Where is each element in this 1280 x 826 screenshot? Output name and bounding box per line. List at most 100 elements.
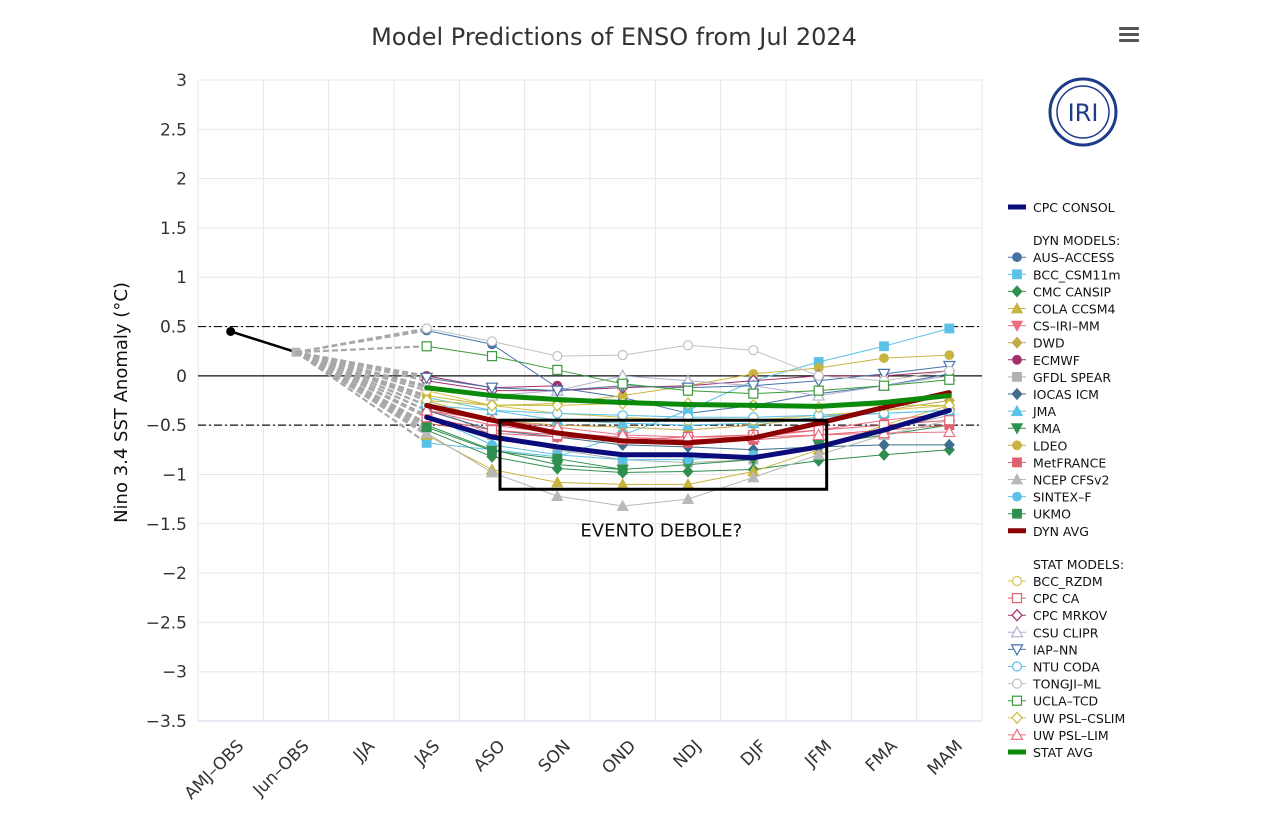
obs-point bbox=[226, 326, 236, 336]
y-tick-label: −2 bbox=[162, 564, 187, 584]
point-ukmo bbox=[617, 464, 628, 475]
connector-ukmo bbox=[295, 351, 428, 429]
point-tongji-ml bbox=[552, 351, 563, 362]
legend-label-cola-ccsm4: COLA CCSM4 bbox=[1033, 302, 1116, 317]
legend-marker-bcc-rzdm bbox=[1011, 575, 1023, 587]
legend-label-ncep-cfsv2: NCEP CFSv2 bbox=[1033, 473, 1109, 488]
legend-marker-bcc-csm11m bbox=[1012, 269, 1022, 280]
y-tick-label: −2.5 bbox=[146, 613, 187, 633]
y-tick-label: −3 bbox=[162, 663, 187, 683]
legend-label-bcc-rzdm: BCC_RZDM bbox=[1033, 574, 1103, 589]
legend-marker-sintex-f bbox=[1012, 491, 1022, 502]
legend-marker-uw-psl-cslim bbox=[1011, 711, 1023, 725]
point-ucla-tcd bbox=[813, 385, 824, 396]
y-tick-label: −1.5 bbox=[146, 515, 187, 535]
logo-inner-ring bbox=[1056, 85, 1110, 139]
legend-marker-metfrance bbox=[1012, 457, 1022, 468]
connector-stat-avg bbox=[295, 351, 427, 389]
point-ukmo bbox=[552, 453, 563, 464]
point-iocas-icm bbox=[878, 438, 890, 451]
y-tick-label: −1 bbox=[162, 465, 187, 485]
point-ucla-tcd bbox=[617, 378, 628, 389]
legend-label-ldeo: LDEO bbox=[1033, 438, 1067, 453]
legend-label-ucla-tcd: UCLA–TCD bbox=[1033, 694, 1098, 709]
legend-marker-aus-access bbox=[1012, 252, 1022, 263]
menu-bar-icon bbox=[1119, 39, 1139, 42]
point-ucla-tcd bbox=[878, 380, 890, 391]
point-ukmo bbox=[487, 445, 497, 456]
point-cola-ccsm4 bbox=[551, 476, 564, 488]
x-tick-label: DJF bbox=[737, 736, 771, 770]
legend-label-bcc-csm11m: BCC_CSM11m bbox=[1033, 267, 1121, 282]
y-tick-label: −0.5 bbox=[146, 416, 187, 436]
legend-label-jma: JMA bbox=[1032, 404, 1056, 419]
point-cpc-ca bbox=[486, 424, 498, 436]
point-tongji-ml bbox=[617, 350, 628, 361]
legend-marker-dwd bbox=[1011, 336, 1023, 349]
chart-menu-button[interactable] bbox=[1114, 24, 1144, 50]
connector-ncep-cfsv2 bbox=[295, 351, 428, 434]
legend-label-iap-nn: IAP–NN bbox=[1033, 642, 1078, 657]
y-axis-title: Nino 3.4 SST Anomaly (°C) bbox=[111, 282, 132, 523]
series-line-ukmo bbox=[426, 426, 624, 471]
legend-label-ecmwf: ECMWF bbox=[1033, 353, 1080, 368]
legend-marker-ncep-cfsv2 bbox=[1010, 473, 1024, 485]
x-tick-label: ASO bbox=[470, 736, 509, 775]
point-ncep-cfsv2 bbox=[551, 489, 564, 502]
series-line-sintex-f bbox=[426, 414, 754, 461]
point-tongji-ml bbox=[682, 340, 694, 351]
legend-marker-uw-psl-lim bbox=[1010, 728, 1024, 741]
legend-marker-cs-iri-mm bbox=[1010, 320, 1024, 332]
legend-marker-ecmwf bbox=[1012, 354, 1022, 365]
menu-bar-icon bbox=[1119, 33, 1139, 36]
legend-label-cmc-cansip: CMC CANSIP bbox=[1033, 284, 1111, 299]
legend-marker-ukmo bbox=[1012, 508, 1022, 519]
point-bcc-csm11m bbox=[944, 323, 955, 334]
point-ncep-cfsv2 bbox=[616, 499, 629, 511]
point-ldeo bbox=[944, 350, 955, 361]
legend-marker-cpc-ca bbox=[1011, 592, 1023, 604]
series-line-obs bbox=[230, 330, 297, 354]
point-jma bbox=[616, 416, 629, 429]
y-tick-label: 2.5 bbox=[160, 120, 187, 140]
point-iap-nn bbox=[485, 382, 499, 395]
logo-text: IRI bbox=[1068, 99, 1099, 127]
point-ucla-tcd bbox=[421, 341, 432, 352]
point-iap-nn bbox=[420, 372, 434, 385]
x-tick-label: AMJ–OBS bbox=[181, 736, 248, 803]
x-tick-label: FMA bbox=[862, 736, 902, 776]
y-tick-label: 2 bbox=[176, 170, 187, 190]
connector-cpc-ca bbox=[295, 351, 428, 419]
legend-label-kma: KMA bbox=[1033, 421, 1061, 436]
legend-label-tongji-ml: TONGJI–ML bbox=[1032, 677, 1101, 692]
point-tongji-ml bbox=[813, 370, 824, 381]
x-tick-label: NDJ bbox=[670, 736, 706, 772]
point-iocas-icm bbox=[943, 438, 955, 451]
point-ncep-cfsv2 bbox=[420, 426, 433, 438]
point-ukmo bbox=[421, 422, 432, 433]
legend-label-metfrance: MetFRANCE bbox=[1033, 455, 1106, 470]
series-line-cpc-consol bbox=[424, 407, 952, 461]
legend-label-ukmo: UKMO bbox=[1033, 507, 1071, 522]
point-ucla-tcd bbox=[944, 374, 955, 385]
point-ucla-tcd bbox=[486, 351, 498, 362]
y-tick-label: −3.5 bbox=[146, 712, 187, 732]
x-tick-label: JAS bbox=[410, 736, 444, 770]
legend-label-dwd: DWD bbox=[1033, 336, 1065, 351]
x-tick-label: Jun–OBS bbox=[249, 736, 314, 801]
legend-label-cs-iri-mm: CS–IRI–MM bbox=[1033, 319, 1100, 334]
legend-label-ntu-coda: NTU CODA bbox=[1033, 660, 1100, 675]
legend-label-dyn-avg: DYN AVG bbox=[1033, 524, 1089, 539]
point-bcc-csm11m bbox=[879, 341, 889, 352]
iri-logo: IRI bbox=[1048, 77, 1118, 147]
chart-title: Model Predictions of ENSO from Jul 2024 bbox=[371, 23, 857, 51]
point-ucla-tcd bbox=[682, 385, 694, 396]
point-ncep-cfsv2 bbox=[812, 448, 825, 460]
y-tick-label: 1 bbox=[176, 268, 187, 288]
y-tick-label: 0.5 bbox=[160, 318, 187, 338]
legend-marker-cmc-cansip bbox=[1011, 285, 1023, 298]
connector-iap-nn bbox=[295, 351, 427, 379]
point-ncep-cfsv2 bbox=[681, 492, 695, 505]
point-uw-psl-lim bbox=[942, 425, 956, 438]
